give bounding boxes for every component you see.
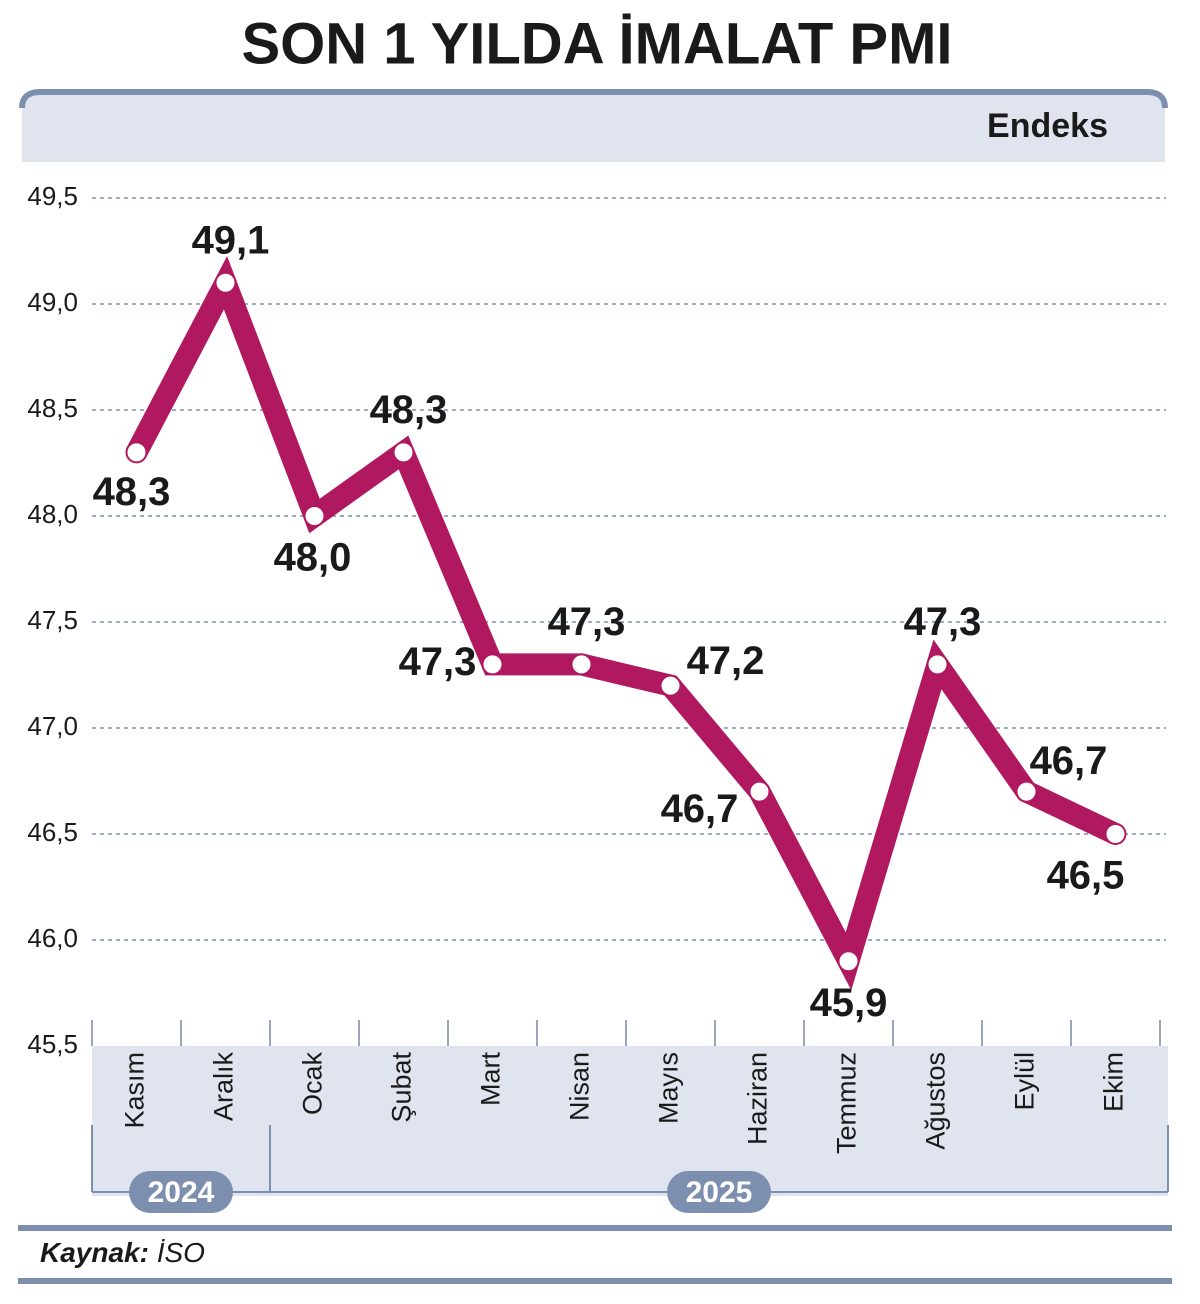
value-label: 47,3 <box>399 640 477 684</box>
x-tick-label: Mart <box>476 1052 506 1106</box>
y-tick-label: 47,5 <box>27 605 78 635</box>
y-tick-label: 46,5 <box>27 817 78 847</box>
x-tick-label: Nisan <box>565 1052 595 1121</box>
point <box>125 441 148 464</box>
point <box>748 780 771 803</box>
y-tick-label: 46,0 <box>27 923 78 953</box>
value-label: 46,5 <box>1047 854 1125 898</box>
value-label: 45,9 <box>810 981 888 1025</box>
point <box>837 950 860 973</box>
point <box>659 674 682 697</box>
value-label: 48,0 <box>274 536 352 580</box>
x-tick-label: Haziran <box>743 1052 773 1145</box>
unit-label: Endeks <box>987 107 1108 145</box>
group-label: 2025 <box>686 1176 753 1209</box>
point <box>392 441 415 464</box>
value-label: 46,7 <box>1030 739 1108 783</box>
y-tick-label: 49,5 <box>27 181 78 211</box>
line-series <box>126 256 1121 991</box>
value-label: 48,3 <box>93 470 171 514</box>
value-label: 47,2 <box>687 639 765 683</box>
category-band <box>92 1046 1168 1196</box>
point <box>1104 823 1127 845</box>
chart-title: SON 1 YILDA İMALAT PMI <box>241 11 952 76</box>
value-label: 48,3 <box>370 388 448 432</box>
header-border <box>19 89 1168 109</box>
value-label: 47,3 <box>548 600 626 644</box>
value-label: 47,3 <box>904 600 982 644</box>
group-pill <box>129 1171 233 1213</box>
point <box>926 653 949 676</box>
x-tick-label: Mayıs <box>654 1052 684 1124</box>
value-label: 49,1 <box>192 218 270 262</box>
x-tick-label: Temmuz <box>832 1052 862 1154</box>
point <box>1015 780 1038 803</box>
y-tick-label: 45,5 <box>27 1029 78 1059</box>
x-tick-label: Ağustos <box>921 1052 951 1150</box>
value-label: 46,7 <box>661 787 739 831</box>
point <box>214 271 237 294</box>
source-label: Kaynak: <box>40 1237 149 1268</box>
x-tick-label: Ekim <box>1099 1052 1129 1112</box>
y-tick-label: 48,5 <box>27 393 78 423</box>
source-value: İSO <box>157 1237 205 1268</box>
source: Kaynak: İSO <box>40 1237 205 1268</box>
x-tick-label: Aralık <box>209 1052 239 1122</box>
group-pill <box>667 1171 771 1213</box>
y-tick-label: 48,0 <box>27 499 78 529</box>
x-tick-label: Ocak <box>298 1052 328 1116</box>
point <box>481 653 504 676</box>
point <box>303 505 326 527</box>
y-tick-label: 49,0 <box>27 287 78 317</box>
group-label: 2024 <box>148 1176 215 1209</box>
y-tick-label: 47,0 <box>27 711 78 741</box>
header-band <box>22 92 1165 162</box>
point <box>570 653 593 676</box>
x-tick-label: Kasım <box>120 1052 150 1129</box>
x-tick-label: Eylül <box>1010 1052 1040 1111</box>
x-tick-label: Şubat <box>387 1052 417 1123</box>
